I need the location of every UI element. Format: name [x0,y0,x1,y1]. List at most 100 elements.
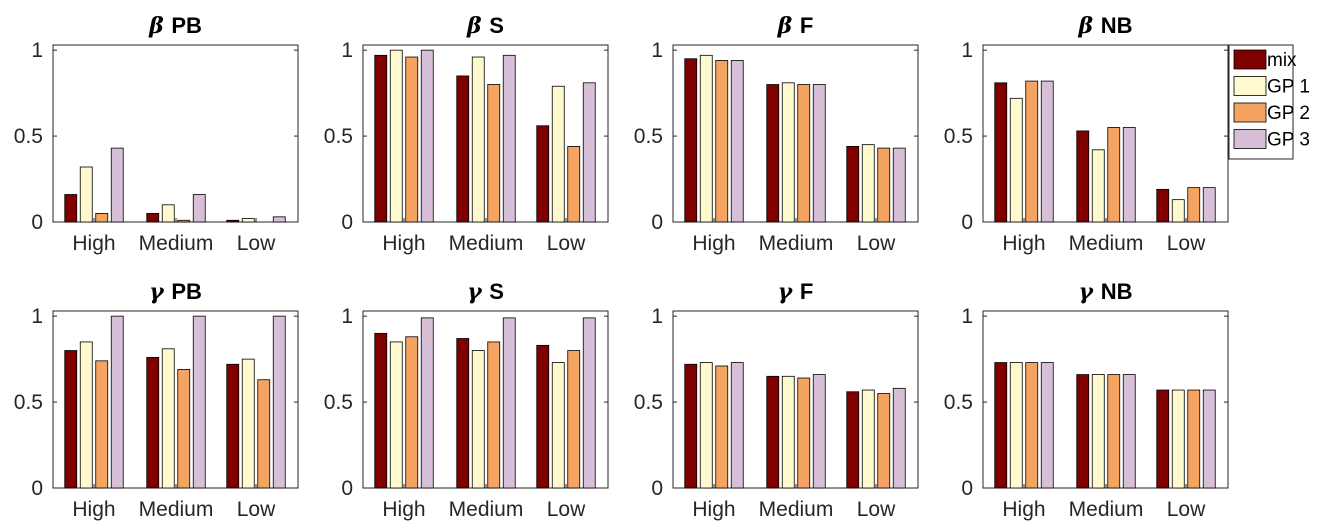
panel-title-text: F [800,279,813,304]
bar-gp-3-medium [502,54,516,223]
bar-gp-3-medium [1122,374,1136,489]
chart-panel-7: 0 0.5 1 High Medium Low γ F [634,279,919,521]
axes-frame [52,44,299,223]
y-tick-label: 1 [31,39,43,62]
bar-mix-medium [1076,130,1090,223]
bar-mix-high [994,82,1008,223]
bar-gp-1-low [241,358,255,489]
y-tick-label: 1 [31,305,43,328]
y-tick-label: 1 [651,39,663,62]
panel-title-text: F [800,13,813,38]
bar-mix-high [994,362,1008,489]
x-tick-label: Low [237,498,276,521]
x-tick-label: High [692,498,735,521]
chart-panel-3: 0 0.5 1 High Medium Low β F [634,13,919,255]
bar-mix-high [684,58,698,223]
bar-gp-1-medium [1091,149,1105,223]
legend-swatch [1233,76,1267,96]
x-tick-label: High [692,232,735,255]
bar-gp-2-high [715,60,729,223]
bar-gp-2-high [715,365,729,489]
bar-gp-1-low [1171,389,1185,489]
chart-panel-2: 0 0.5 1 High Medium Low β S [324,13,609,255]
bar-gp-2-medium [177,369,191,489]
x-tick-label: Low [857,232,896,255]
y-tick-label: 1 [341,305,353,328]
y-tick-label: 1 [341,39,353,62]
bar-gp-2-high [1025,80,1039,223]
x-tick-label: Low [237,232,276,255]
panel-title-greek: β [148,13,171,39]
bar-gp-2-low [567,145,581,223]
bar-gp-1-low [551,362,565,489]
x-tick-label: High [382,232,425,255]
panel-title-greek: β [777,13,800,39]
chart-panel-5: 0 0.5 1 High Medium Low γ PB [14,279,299,521]
panel-title-text: PB [171,279,202,304]
axes-frame [52,310,299,489]
bar-mix-low [536,344,550,489]
y-tick-label: 0 [961,211,973,234]
x-tick-label: Medium [139,498,214,521]
bar-gp-1-high [389,341,403,489]
y-tick-label: 1 [961,39,973,62]
bar-gp-3-high [730,362,744,489]
bar-gp-2-medium [797,84,811,223]
y-tick-label: 0 [31,477,43,500]
y-tick-label: 0.5 [944,125,973,148]
bar-mix-medium [1076,374,1090,489]
bar-gp-3-low [272,216,286,223]
bar-gp-2-high [1025,362,1039,489]
x-tick-label: Low [857,498,896,521]
panel-title: β S [466,13,504,39]
axes-frame [982,44,1229,223]
x-tick-label: Medium [759,232,834,255]
panel-title-text: PB [171,13,202,38]
bar-gp-1-high [699,54,713,223]
bar-gp-2-low [1187,389,1201,489]
bar-gp-1-high [79,166,93,223]
y-tick-label: 0 [651,211,663,234]
axes-frame [672,310,919,489]
chart-panel-8: 0 0.5 1 High Medium Low γ NB [944,279,1229,521]
bar-mix-medium [766,84,780,223]
bar-gp-2-high [405,336,419,489]
bar-gp-1-low [241,218,255,223]
bar-gp-2-medium [487,84,501,223]
bar-gp-2-low [257,379,271,489]
bar-gp-1-medium [1091,374,1105,489]
legend-label: GP 3 [1267,130,1310,151]
bar-gp-1-high [1009,97,1023,223]
axes-frame [362,44,609,223]
bar-gp-1-high [699,362,713,489]
bar-gp-1-low [861,389,875,489]
axes-frame [672,44,919,223]
legend: mix GP 1 GP 2 GP 3 [1228,44,1310,160]
chart-panel-6: 0 0.5 1 High Medium Low γ S [324,279,609,521]
bar-gp-2-low [877,393,891,489]
x-tick-label: High [1002,232,1045,255]
bar-mix-high [684,363,698,489]
bar-mix-low [846,391,860,489]
bar-gp-2-medium [487,341,501,489]
panel-title: β PB [148,13,202,39]
bar-gp-3-high [730,60,744,223]
y-tick-label: 1 [961,305,973,328]
bar-gp-1-medium [781,82,795,223]
y-tick-label: 0 [961,477,973,500]
y-tick-label: 0.5 [634,391,663,414]
bar-gp-1-low [551,85,565,223]
bar-gp-1-high [79,341,93,489]
y-tick-label: 0 [341,477,353,500]
legend-swatch [1233,102,1267,123]
bar-mix-low [846,145,860,223]
x-tick-label: Low [547,498,586,521]
legend-label: GP 2 [1267,103,1310,124]
bar-gp-3-medium [1122,127,1136,223]
bar-mix-low [226,363,240,489]
y-tick-label: 0.5 [634,125,663,148]
bar-gp-1-medium [471,56,485,223]
legend-swatch [1233,129,1267,149]
panel-title: γ PB [149,279,202,305]
x-tick-label: Medium [449,498,524,521]
